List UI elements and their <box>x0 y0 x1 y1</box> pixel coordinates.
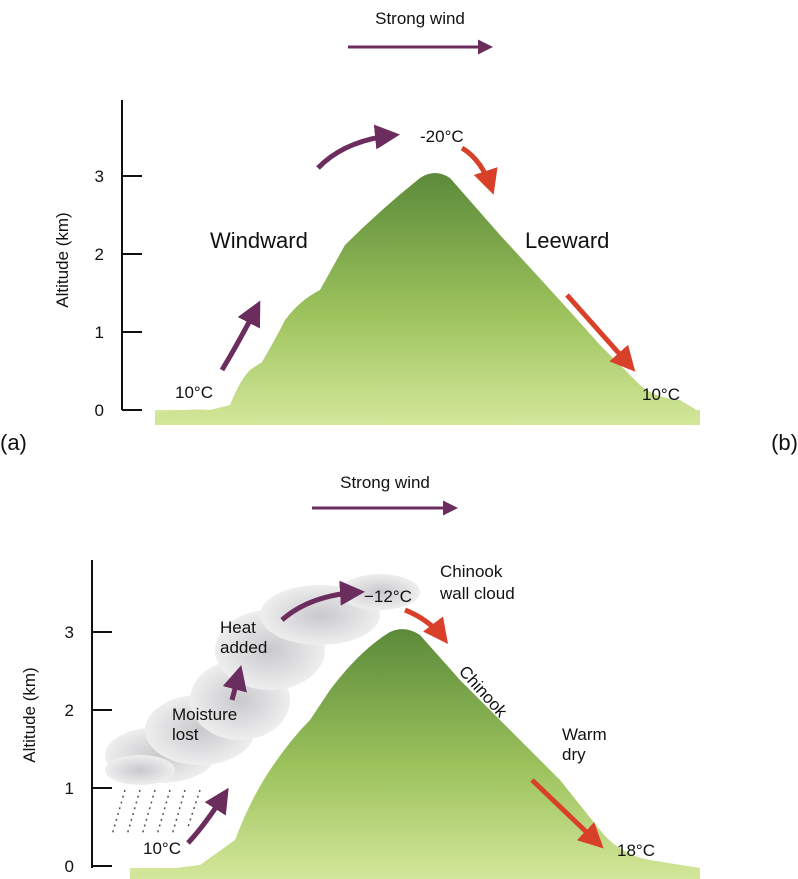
wind-label: Strong wind <box>340 473 430 492</box>
temp-top: -20°C <box>420 127 464 146</box>
temp-base: 10°C <box>175 383 213 402</box>
axis-label: Altitude (km) <box>20 667 39 762</box>
warm: Warm dry <box>562 725 607 764</box>
mountain <box>155 173 700 425</box>
windward: Windward <box>210 228 308 253</box>
temp-base: 10°C <box>143 839 181 858</box>
arrow <box>222 665 247 701</box>
arrow <box>530 778 604 849</box>
tick-label: 1 <box>95 323 104 342</box>
tick-label: 1 <box>65 779 74 798</box>
arrow <box>404 607 449 644</box>
temp-lee: 10°C <box>642 385 680 404</box>
heat: Heat added <box>220 618 267 657</box>
panel-b: Strong wind Altitude (km) Heat added Mois… <box>20 473 700 879</box>
leeward: Leeward <box>525 228 609 253</box>
panel-label: (a) <box>0 430 27 455</box>
panel-label: (b) <box>771 430 798 455</box>
arrow <box>316 124 400 170</box>
wind-label: Strong wind <box>375 9 465 28</box>
wall-cloud: Chinook wall cloud <box>439 562 515 603</box>
temp-lee: 18°C <box>617 841 655 860</box>
tick-label: 2 <box>95 245 104 264</box>
temp-top: −12°C <box>364 587 412 606</box>
mountain <box>130 629 700 879</box>
axis-label: Altitude (km) <box>53 212 72 307</box>
arrow <box>565 293 636 372</box>
rain <box>111 789 201 836</box>
arrow <box>219 300 261 372</box>
tick-label: 0 <box>95 401 104 420</box>
arrow <box>280 580 365 622</box>
tick-label: 0 <box>65 857 74 876</box>
panel-a: Strong wind Altitude (km) Windward Leewa… <box>0 9 798 455</box>
moisture: Moisture lost <box>172 705 237 744</box>
arrow <box>186 787 229 845</box>
tick-label: 2 <box>65 701 74 720</box>
tick-label: 3 <box>95 167 104 186</box>
clouds <box>105 574 420 785</box>
arrow <box>460 145 498 195</box>
tick-label: 3 <box>65 623 74 642</box>
